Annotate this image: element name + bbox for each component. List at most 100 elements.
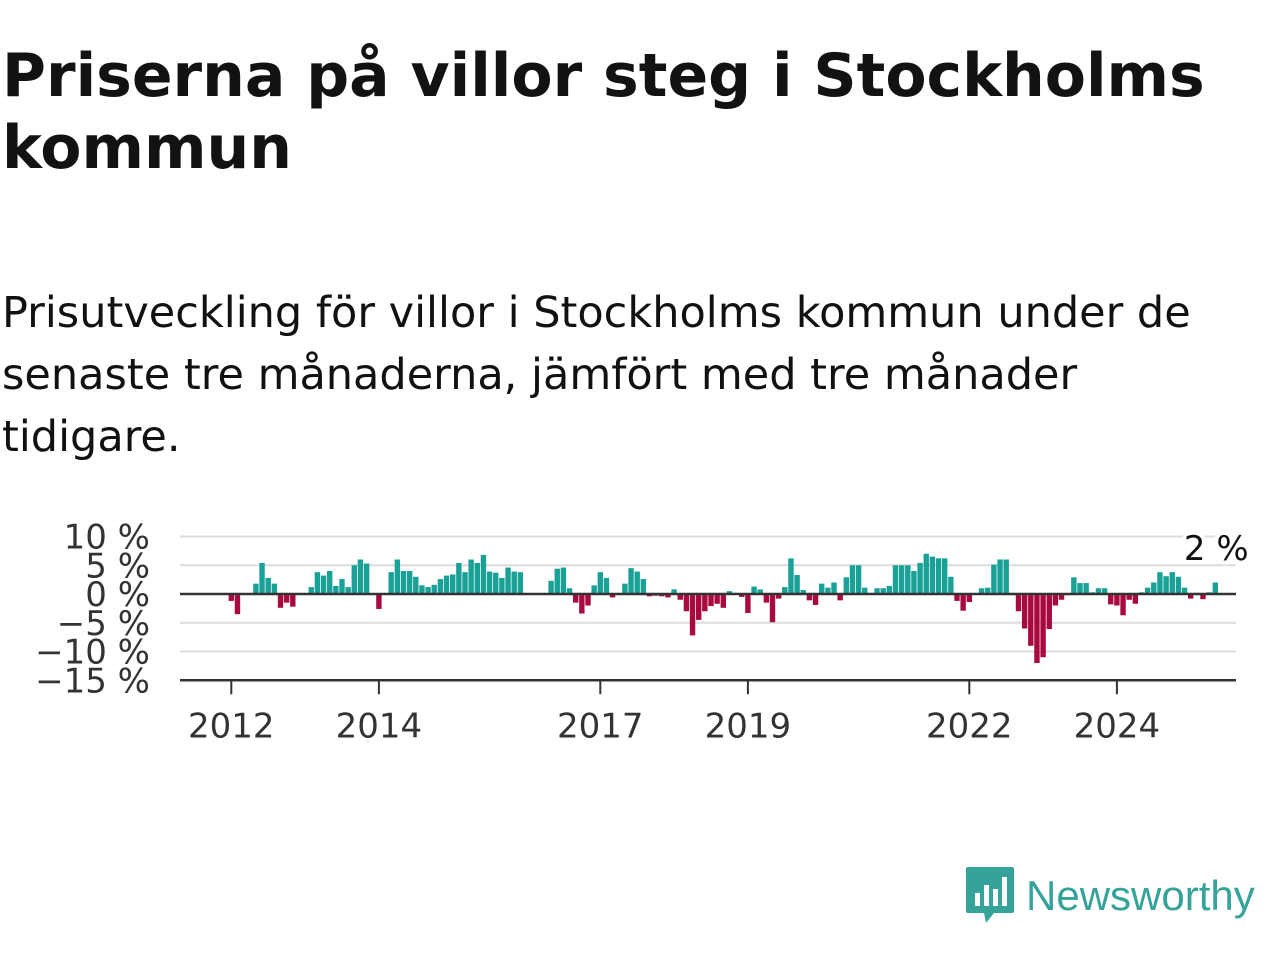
chart-title: Priserna på villor steg i Stockholms kom… <box>2 41 1205 183</box>
bar <box>671 589 677 594</box>
bar <box>782 587 788 594</box>
bar <box>499 577 505 594</box>
bar <box>775 594 782 599</box>
y-tick-label: 10 % <box>64 518 150 558</box>
bar <box>419 585 425 595</box>
bar <box>640 579 647 594</box>
bar <box>911 571 917 594</box>
bar <box>1126 594 1132 600</box>
bar <box>480 554 487 594</box>
bar <box>929 556 936 595</box>
bar <box>942 558 948 594</box>
bar <box>376 594 382 609</box>
bar <box>1108 594 1114 605</box>
bar <box>800 589 806 594</box>
bar <box>622 583 628 594</box>
bar <box>788 558 794 594</box>
bar <box>923 553 929 594</box>
y-tick-label: −10 % <box>35 633 150 673</box>
bar <box>1101 588 1108 594</box>
x-axis-labels: 2012 2014 2017 2019 2022 2024 <box>188 706 1160 746</box>
bar <box>468 559 474 594</box>
bar <box>486 571 493 595</box>
bar <box>1003 559 1009 594</box>
bar <box>689 594 696 636</box>
bar <box>234 594 241 615</box>
bar <box>394 559 401 594</box>
bar <box>413 576 419 594</box>
bar <box>966 594 972 603</box>
bar <box>585 594 591 606</box>
bar <box>609 594 616 598</box>
bar <box>554 568 560 594</box>
bar <box>283 594 290 603</box>
bar <box>757 589 763 594</box>
bar <box>825 587 831 594</box>
newsworthy-logo: Newsworthy <box>964 864 1255 928</box>
bar <box>259 562 265 594</box>
bar <box>874 588 880 594</box>
bar <box>751 586 757 595</box>
bar <box>1175 576 1182 594</box>
x-tick-label: 2017 <box>557 706 644 746</box>
bar <box>862 587 868 594</box>
bar <box>769 594 776 623</box>
bar <box>714 594 720 604</box>
bar <box>905 565 911 594</box>
bar <box>591 585 597 595</box>
bar <box>954 594 960 601</box>
last-value-label: 2 % <box>1184 529 1249 569</box>
bar <box>696 594 702 620</box>
bar <box>339 579 345 594</box>
bar <box>1163 576 1169 594</box>
bar <box>739 594 745 597</box>
bar <box>665 594 671 598</box>
bar <box>960 594 966 611</box>
bar <box>898 565 905 594</box>
y-tick-label: −5 % <box>57 604 150 644</box>
annotations: 2 % <box>1180 525 1253 573</box>
bar <box>320 575 327 594</box>
bar <box>1181 587 1188 594</box>
bar <box>1212 582 1218 594</box>
bar-chart: 10 %5 %0 %−5 %−10 %−15 % 2012 2014 2017 201… <box>35 518 1253 747</box>
bar <box>763 594 770 603</box>
y-tick-label: 0 % <box>85 575 150 615</box>
x-tick-label: 2012 <box>188 706 275 746</box>
bar <box>357 559 364 594</box>
bar <box>1095 588 1102 594</box>
bar <box>745 594 751 613</box>
bar <box>431 584 437 594</box>
bar <box>1077 583 1083 594</box>
logo-text: Newsworthy <box>1026 872 1255 919</box>
bar <box>290 594 296 607</box>
bar <box>720 594 726 608</box>
bar <box>997 559 1003 594</box>
bar <box>493 572 499 594</box>
bar <box>505 567 511 594</box>
bar <box>634 571 640 595</box>
bar <box>517 572 524 594</box>
bar <box>1015 594 1022 612</box>
bar <box>1028 594 1034 646</box>
y-tick-label: −15 % <box>35 661 150 701</box>
bar <box>603 577 610 594</box>
bar <box>1114 594 1120 606</box>
bar <box>450 574 456 594</box>
x-tick-label: 2022 <box>926 706 1013 746</box>
bar <box>935 558 942 594</box>
bar <box>948 576 954 594</box>
bar <box>812 594 819 605</box>
bar <box>819 583 825 594</box>
bar <box>333 585 339 594</box>
bar <box>566 588 573 594</box>
bar <box>1188 594 1194 599</box>
bar <box>886 585 893 594</box>
bar <box>265 577 271 594</box>
bar <box>228 594 234 601</box>
bar <box>511 571 517 595</box>
bar <box>548 580 554 594</box>
bar <box>628 568 634 595</box>
bars <box>228 553 1218 663</box>
y-axis-labels: 10 %5 %0 %−5 %−10 %−15 % <box>35 518 150 702</box>
